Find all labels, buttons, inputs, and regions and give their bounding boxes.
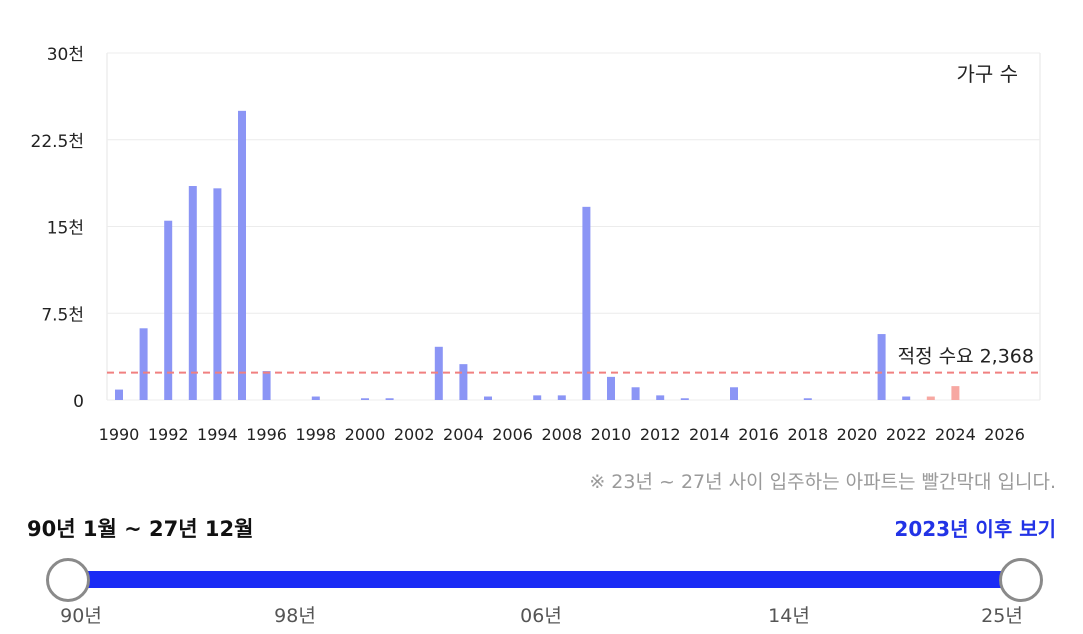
x-tick-label: 2020 [837,425,878,444]
x-tick-label: 2000 [345,425,386,444]
bar-1993[interactable] [188,186,197,400]
slider-tick-label: 90년 [60,605,102,627]
bar-2004[interactable] [459,364,468,400]
reference-line-group: 적정 수요 2,368 [107,346,1040,374]
slider-end-handle[interactable] [999,558,1043,602]
x-axis-ticks: 1990 1992 1994 1996 1998 2000 2002 2004 2006 2008… [99,425,1025,444]
bar-2024[interactable] [951,386,960,400]
x-tick-label: 2024 [935,425,976,444]
reference-line-label: 적정 수요 2,368 [898,346,1034,368]
bar-1991[interactable] [139,328,148,400]
bar-2007[interactable] [533,395,542,400]
bar-2021[interactable] [877,334,886,400]
view-after-2023-link[interactable]: 2023년 이후 보기 [894,517,1056,541]
bar-1992[interactable] [164,220,173,400]
x-tick-label: 2006 [492,425,533,444]
x-tick-label: 2004 [443,425,484,444]
y-tick-label: 22.5천 [31,132,85,152]
bar-2005[interactable] [484,396,492,400]
bar-2011[interactable] [631,387,640,400]
x-tick-label: 2008 [541,425,582,444]
x-tick-label: 2010 [591,425,632,444]
bar-1998[interactable] [311,396,320,400]
y-tick-label: 0 [73,392,84,412]
legend-label: 가구 수 [956,62,1018,86]
slider-tick-label: 06년 [520,605,562,627]
x-tick-label: 2018 [787,425,828,444]
bar-2023[interactable] [926,396,935,400]
bar-1990[interactable] [115,389,123,400]
chart-bars [115,110,960,400]
y-axis-ticks: 0 7.5천 15천 22.5천 30천 [31,45,85,412]
bar-1995[interactable] [238,110,246,400]
bar-2010[interactable] [607,376,615,400]
bar-chart: 적정 수요 2,368 1990 1992 1994 1996 1998 2000 2002… [31,45,1041,444]
slider-start-handle[interactable] [46,558,90,602]
slider-tick-label: 98년 [274,605,316,627]
period-range-slider[interactable] [46,557,1043,602]
x-tick-label: 1998 [295,425,336,444]
x-tick-label: 1990 [99,425,140,444]
bar-2000[interactable] [361,398,369,400]
red-bar-note: ※ 23년 ~ 27년 사이 입주하는 아파트는 빨간막대 입니다. [589,471,1056,493]
date-range-label: 90년 1월 ~ 27년 12월 [27,517,254,541]
bar-2013[interactable] [680,398,689,400]
x-tick-label: 2002 [394,425,435,444]
bar-2003[interactable] [434,346,443,400]
bar-2018[interactable] [803,398,812,400]
bar-2009[interactable] [582,206,591,400]
bar-2001[interactable] [385,398,394,400]
x-tick-label: 2014 [689,425,730,444]
x-tick-label: 2022 [886,425,927,444]
y-tick-label: 7.5천 [41,305,84,325]
y-tick-label: 15천 [47,219,84,239]
bar-2012[interactable] [656,395,665,400]
x-tick-label: 1994 [197,425,238,444]
x-tick-label: 1996 [246,425,287,444]
bar-2022[interactable] [902,396,911,400]
chart-grid [106,52,1041,401]
bar-2015[interactable] [730,387,738,400]
bar-1996[interactable] [262,371,271,400]
bar-1994[interactable] [213,188,222,400]
x-tick-label: 2012 [640,425,681,444]
slider-tick-label: 25년 [981,605,1023,627]
x-tick-label: 2026 [984,425,1025,444]
x-tick-label: 1992 [148,425,189,444]
slider-track[interactable] [66,571,1022,588]
y-tick-label: 30천 [47,45,84,65]
slider-tick-label: 14년 [768,605,810,627]
x-tick-label: 2016 [738,425,779,444]
bar-2008[interactable] [557,395,566,400]
